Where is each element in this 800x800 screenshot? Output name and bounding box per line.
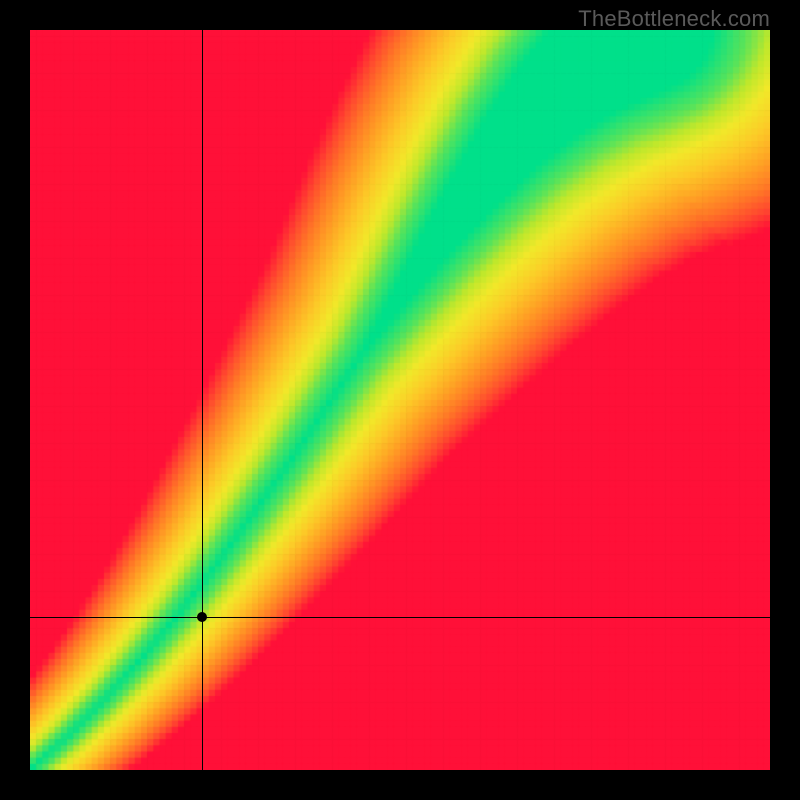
watermark-text: TheBottleneck.com bbox=[578, 6, 770, 32]
crosshair-horizontal bbox=[30, 617, 770, 618]
plot-area bbox=[30, 30, 770, 770]
chart-container: TheBottleneck.com bbox=[0, 0, 800, 800]
heatmap-canvas bbox=[30, 30, 770, 770]
crosshair-vertical bbox=[202, 30, 203, 770]
crosshair-marker bbox=[197, 612, 207, 622]
